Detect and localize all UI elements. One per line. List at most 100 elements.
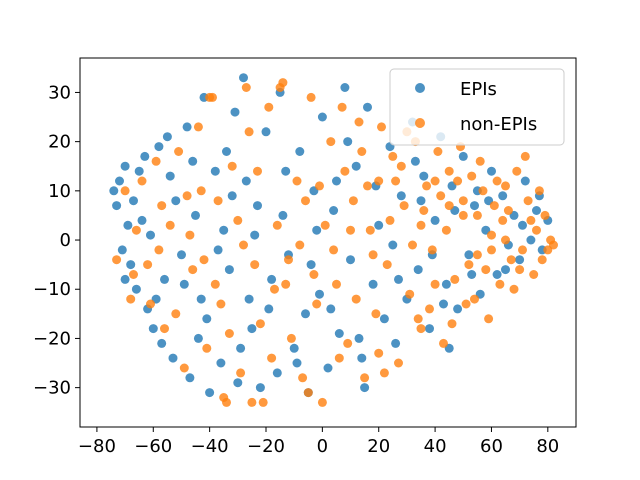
point-series-0-73 bbox=[470, 201, 479, 211]
point-series-0-116 bbox=[343, 137, 353, 147]
legend-marker-non-epis bbox=[415, 118, 425, 128]
x-axis: −80 −60 −40 −20 0 20 40 60 80 bbox=[78, 427, 559, 457]
point-series-1-58 bbox=[484, 314, 494, 324]
point-series-1-78 bbox=[244, 127, 254, 137]
point-series-0-19 bbox=[185, 373, 195, 383]
point-series-0-4 bbox=[123, 220, 133, 230]
point-series-1-143 bbox=[430, 176, 440, 186]
point-series-1-134 bbox=[515, 265, 525, 275]
point-series-1-60 bbox=[495, 279, 505, 289]
point-series-1-122 bbox=[379, 368, 389, 378]
point-series-0-50 bbox=[340, 83, 350, 92]
point-series-1-30 bbox=[326, 137, 336, 147]
point-series-1-112 bbox=[239, 240, 248, 250]
point-series-1-75 bbox=[199, 255, 209, 265]
point-series-0-92 bbox=[278, 210, 288, 220]
point-series-0-127 bbox=[518, 220, 527, 230]
point-series-1-44 bbox=[405, 289, 415, 299]
point-series-1-72 bbox=[131, 225, 141, 235]
point-series-0-6 bbox=[126, 260, 136, 270]
point-series-0-91 bbox=[244, 294, 254, 304]
point-series-1-47 bbox=[422, 181, 432, 191]
point-series-0-14 bbox=[162, 132, 172, 142]
x-tick-label: 0 bbox=[317, 436, 328, 457]
legend-label-non-epis: non-EPIs bbox=[460, 114, 537, 135]
point-series-1-90 bbox=[385, 215, 395, 225]
point-series-1-26 bbox=[298, 373, 308, 383]
point-series-0-81 bbox=[515, 255, 525, 265]
point-series-1-68 bbox=[540, 210, 550, 220]
point-series-1-34 bbox=[348, 196, 358, 206]
point-series-0-23 bbox=[205, 388, 215, 398]
point-series-0-109 bbox=[236, 343, 246, 353]
point-series-1-41 bbox=[388, 151, 398, 161]
point-series-1-20 bbox=[258, 397, 268, 407]
point-series-1-66 bbox=[529, 270, 539, 279]
point-series-1-43 bbox=[399, 201, 409, 211]
point-series-0-89 bbox=[193, 333, 203, 343]
point-series-1-85 bbox=[329, 245, 339, 255]
point-series-1-97 bbox=[464, 260, 474, 270]
point-series-1-132 bbox=[492, 176, 502, 186]
point-series-1-81 bbox=[284, 255, 293, 265]
point-series-1-50 bbox=[439, 338, 448, 348]
point-series-1-51 bbox=[444, 166, 454, 176]
point-series-0-115 bbox=[326, 304, 336, 314]
point-series-1-108 bbox=[185, 230, 195, 240]
point-series-1-24 bbox=[286, 333, 296, 343]
point-series-0-29 bbox=[233, 378, 243, 388]
point-series-1-14 bbox=[213, 196, 223, 206]
point-series-1-115 bbox=[281, 279, 291, 289]
point-series-1-57 bbox=[478, 186, 488, 196]
point-series-1-98 bbox=[475, 156, 485, 166]
legend-label-epis: EPIs bbox=[460, 79, 497, 100]
point-series-1-131 bbox=[481, 265, 491, 275]
point-series-0-117 bbox=[354, 333, 364, 343]
y-tick-label: 30 bbox=[48, 82, 71, 103]
point-series-1-133 bbox=[503, 206, 513, 215]
point-series-0-76 bbox=[487, 166, 496, 176]
point-series-0-71 bbox=[458, 151, 468, 161]
point-series-0-107 bbox=[213, 245, 223, 255]
point-series-1-128 bbox=[447, 319, 457, 329]
point-series-0-15 bbox=[168, 353, 178, 363]
point-series-0-78 bbox=[498, 191, 508, 201]
y-tick-label: −10 bbox=[33, 279, 71, 300]
point-series-1-59 bbox=[489, 201, 499, 211]
point-series-1-109 bbox=[196, 186, 206, 196]
point-series-1-118 bbox=[334, 353, 344, 363]
point-series-0-111 bbox=[264, 304, 274, 314]
legend-frame bbox=[389, 68, 565, 146]
point-series-1-5 bbox=[151, 156, 161, 166]
point-series-0-55 bbox=[368, 279, 378, 289]
point-series-0-31 bbox=[241, 176, 251, 186]
point-series-1-18 bbox=[241, 83, 251, 92]
point-series-0-70 bbox=[453, 304, 463, 314]
point-series-0-1 bbox=[115, 176, 124, 186]
point-series-1-145 bbox=[416, 220, 426, 230]
point-series-0-108 bbox=[227, 191, 237, 201]
point-series-0-54 bbox=[363, 102, 372, 112]
point-series-0-94 bbox=[332, 176, 341, 186]
point-series-0-5 bbox=[117, 245, 127, 255]
point-series-0-12 bbox=[154, 142, 164, 152]
point-series-1-94 bbox=[430, 279, 440, 289]
point-series-0-0 bbox=[109, 186, 119, 196]
point-series-1-48 bbox=[427, 245, 437, 255]
point-series-1-36 bbox=[360, 373, 370, 383]
point-series-1-77 bbox=[233, 215, 243, 225]
point-series-1-148 bbox=[487, 245, 496, 255]
point-series-1-46 bbox=[416, 324, 426, 334]
point-series-0-114 bbox=[312, 225, 322, 235]
point-series-1-102 bbox=[520, 151, 530, 161]
legend-marker-epis bbox=[415, 83, 425, 93]
point-series-1-104 bbox=[126, 294, 136, 304]
point-series-1-32 bbox=[337, 102, 347, 112]
point-series-0-20 bbox=[191, 210, 200, 220]
point-series-1-7 bbox=[165, 220, 175, 230]
point-series-1-8 bbox=[174, 147, 184, 156]
point-series-1-42 bbox=[394, 358, 403, 368]
point-series-1-67 bbox=[534, 186, 544, 196]
point-series-0-24 bbox=[210, 166, 220, 176]
point-series-0-93 bbox=[306, 260, 316, 270]
